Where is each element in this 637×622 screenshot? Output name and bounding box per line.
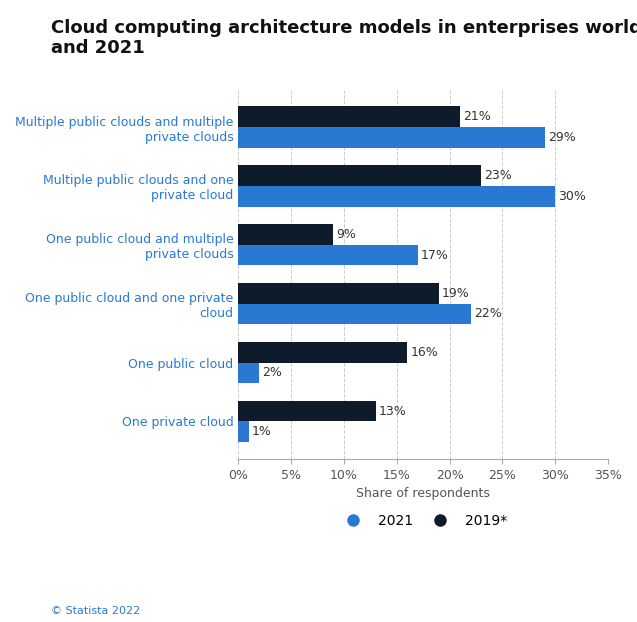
Text: 17%: 17% [421,249,449,262]
Bar [238,283,439,304]
Text: 23%: 23% [484,169,512,182]
Text: 2%: 2% [262,366,282,379]
Text: 13%: 13% [379,405,406,417]
Text: 16%: 16% [410,346,438,359]
Text: 29%: 29% [548,131,576,144]
Bar [238,106,460,127]
Bar [238,401,376,422]
Bar [238,363,259,383]
Bar [238,422,249,442]
Text: 1%: 1% [252,425,272,439]
Text: 22%: 22% [474,307,501,320]
Text: 9%: 9% [336,228,356,241]
X-axis label: Share of respondents: Share of respondents [356,487,490,500]
Bar [238,165,482,186]
Bar [238,342,407,363]
Text: 19%: 19% [442,287,470,300]
Bar [238,186,555,207]
Text: 30%: 30% [559,190,586,203]
Text: 21%: 21% [463,110,491,123]
Bar [238,304,471,324]
Text: © Statista 2022: © Statista 2022 [51,606,140,616]
Text: Cloud computing architecture models in enterprises worldwide 2019
and 2021: Cloud computing architecture models in e… [51,19,637,57]
Bar [238,224,333,245]
Bar [238,127,545,147]
Bar [238,245,418,266]
Legend: 2021, 2019*: 2021, 2019* [333,508,513,533]
